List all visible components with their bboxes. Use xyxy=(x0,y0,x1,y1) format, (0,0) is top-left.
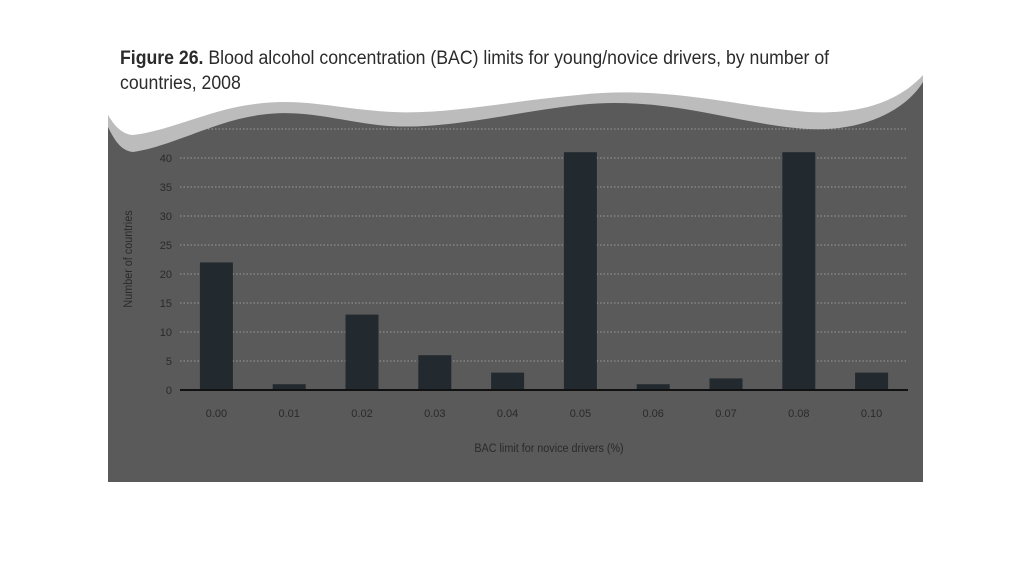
bar xyxy=(782,152,816,390)
y-tick-label: 40 xyxy=(160,153,172,165)
y-tick-label: 25 xyxy=(160,240,172,252)
x-tick-label: 0.04 xyxy=(497,408,518,420)
x-tick-label: 0.02 xyxy=(351,408,372,420)
x-tick-label: 0.06 xyxy=(642,408,663,420)
x-tick-label: 0.07 xyxy=(715,408,736,420)
figure-number: Figure 26. xyxy=(120,48,204,69)
bar-chart: 051015202530354045 0.000.010.020.030.040… xyxy=(108,37,923,482)
x-tick-label: 0.03 xyxy=(424,408,445,420)
x-axis-title: BAC limit for novice drivers (%) xyxy=(474,443,623,456)
bar xyxy=(491,372,525,390)
bar xyxy=(855,372,889,390)
bar xyxy=(199,262,233,390)
bar xyxy=(345,314,379,390)
bar xyxy=(563,152,597,390)
x-tick-labels: 0.00 0.01 0.02 0.03 0.04 0.05 0.06 0.07 0.08 0.10 xyxy=(206,408,883,420)
y-axis-title: Number of countries xyxy=(123,210,136,307)
caption-torn-paper xyxy=(108,37,923,135)
y-tick-label: 10 xyxy=(160,327,172,339)
y-tick-label: 5 xyxy=(166,356,172,368)
y-tick-label: 20 xyxy=(160,269,172,281)
bar xyxy=(272,384,306,390)
chart-figure: 051015202530354045 0.000.010.020.030.040… xyxy=(108,37,923,482)
y-tick-label: 35 xyxy=(160,182,172,194)
bar xyxy=(709,378,743,390)
x-tick-label: 0.10 xyxy=(861,408,882,420)
y-tick-label: 0 xyxy=(166,385,172,397)
y-tick-label: 30 xyxy=(160,211,172,223)
x-tick-label: 0.00 xyxy=(206,408,227,420)
x-tick-label: 0.08 xyxy=(788,408,809,420)
x-tick-label: 0.05 xyxy=(570,408,591,420)
figure-caption: Figure 26. Blood alcohol concentration (… xyxy=(120,46,855,96)
y-tick-label: 15 xyxy=(160,298,172,310)
bars xyxy=(199,152,889,390)
bar xyxy=(636,384,670,390)
x-tick-label: 0.01 xyxy=(278,408,299,420)
bar xyxy=(418,355,452,390)
figure-caption-text: Blood alcohol concentration (BAC) limits… xyxy=(120,48,830,94)
